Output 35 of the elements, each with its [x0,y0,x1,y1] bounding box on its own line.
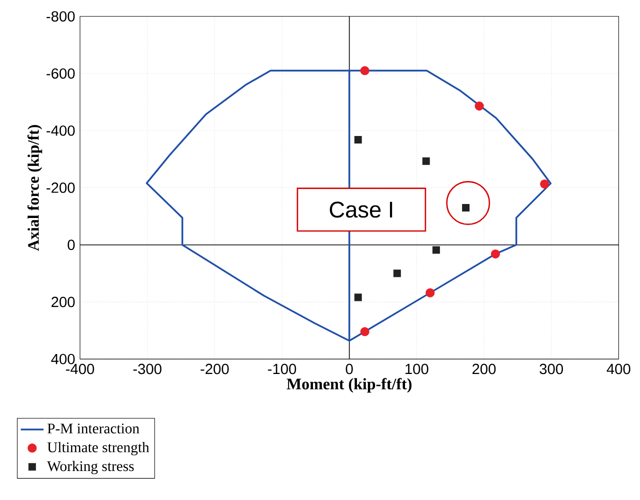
point [360,327,370,336]
x-tick-label: 0 [346,364,353,374]
y-tick-label: 400 [51,354,75,364]
legend-label: Ultimate strength [47,442,150,456]
x-tick-label: -100 [268,364,296,374]
x-tick-label: -200 [200,364,229,374]
legend-label: P-M interaction [47,424,140,434]
annotation: Case I [330,202,392,218]
x-tick-label: 300 [540,364,563,374]
y-tick-label: -200 [46,182,75,193]
point [540,179,550,189]
point [393,270,401,278]
point [354,136,362,144]
legend-label: Working stress [47,460,134,474]
point [432,246,440,254]
x-tick-label: -400 [66,364,94,374]
y-tick-label: -400 [46,125,75,136]
x-axis-title: Moment (kip-ft/ft) [286,378,412,393]
point [490,249,500,259]
point [426,288,435,298]
x-tick-label: -300 [133,364,162,374]
point [462,204,470,212]
y-tick-label: -800 [46,11,75,22]
y-tick-label: 0 [68,240,75,250]
point [360,66,370,76]
point [354,294,362,302]
x-tick-label: 400 [606,364,630,374]
point [422,157,430,165]
y-tick-label: -600 [46,68,75,79]
x-tick-label: 200 [472,364,496,374]
y-axis-title: Axial force (kip/ft) [27,125,42,251]
line-series [146,70,552,342]
x-tick-label: 100 [406,364,428,374]
y-tick-label: 200 [52,296,75,308]
point [474,102,484,111]
